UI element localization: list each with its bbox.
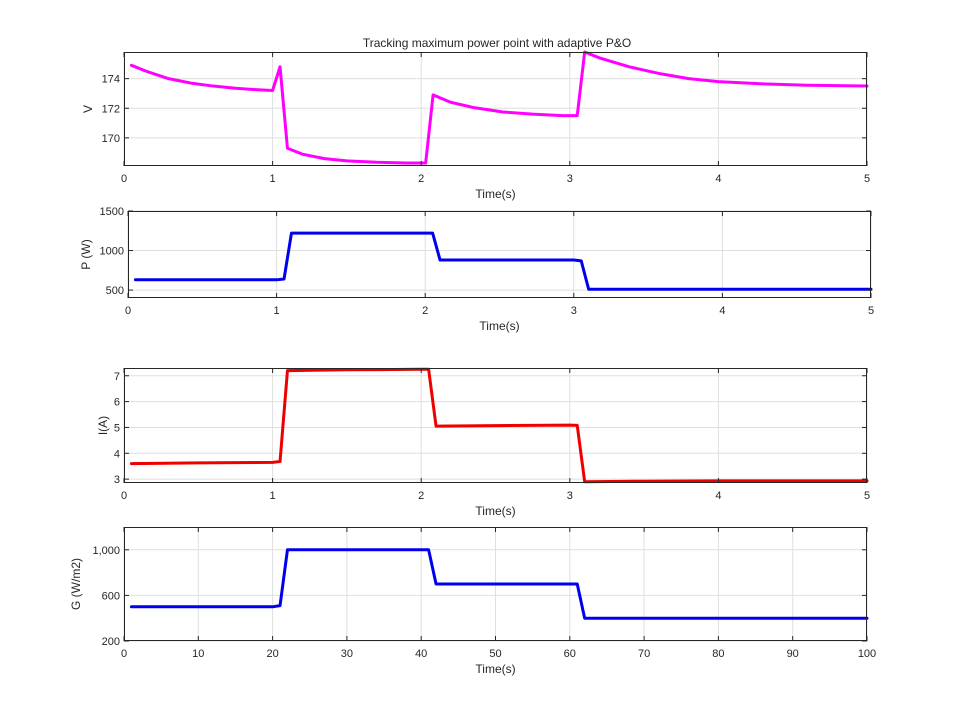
axes-box <box>128 211 871 298</box>
y-tick-label: 500 <box>106 285 124 297</box>
x-tick-label: 2 <box>422 305 428 317</box>
subplot-2: 0 1 2 3 4 5 500 1000 1500 Time(s) P (W) <box>79 206 874 333</box>
y-axis-label: P (W) <box>79 239 93 269</box>
subplot-1: 0 1 2 3 4 5 170 172 174 Time(s) V <box>81 50 870 201</box>
x-axis-label: Time(s) <box>475 504 515 518</box>
x-axis-label: Time(s) <box>475 662 515 676</box>
x-tick-label: 1 <box>270 490 276 502</box>
y-tick-label: 600 <box>102 590 120 602</box>
y-axis-label: G (W/m2) <box>69 558 83 610</box>
x-tick-label: 40 <box>415 648 427 660</box>
chart-title: Tracking maximum power point with adapti… <box>363 36 631 50</box>
x-tick-label: 1 <box>270 173 276 185</box>
x-tick-label: 4 <box>715 490 721 502</box>
y-tick-label: 3 <box>114 474 120 486</box>
series-line-1 <box>129 548 869 620</box>
x-tick-label: 20 <box>266 648 278 660</box>
x-tick-label: 4 <box>715 173 721 185</box>
y-tick-label: 170 <box>102 133 120 145</box>
x-tick-label: 3 <box>567 490 573 502</box>
x-tick-label: 100 <box>858 648 876 660</box>
x-tick-label: 90 <box>787 648 799 660</box>
x-tick-label: 0 <box>121 648 127 660</box>
plot-area <box>124 52 867 166</box>
y-tick-label: 200 <box>102 636 120 648</box>
x-tick-label: 2 <box>418 173 424 185</box>
y-tick-label: 6 <box>114 397 120 409</box>
x-tick-label: 0 <box>121 173 127 185</box>
plot-area <box>128 211 871 298</box>
series-line-1 <box>129 50 869 165</box>
x-tick-label: 1 <box>274 305 280 317</box>
y-tick-label: 5 <box>114 422 120 434</box>
x-tick-label: 30 <box>341 648 353 660</box>
y-tick-label: 1500 <box>100 206 124 218</box>
x-tick-label: 0 <box>121 490 127 502</box>
x-tick-label: 0 <box>125 305 131 317</box>
y-tick-label: 1000 <box>100 246 124 258</box>
y-tick-label: 1,000 <box>92 545 120 557</box>
axes-box <box>124 368 867 483</box>
x-tick-label: 5 <box>864 490 870 502</box>
x-tick-label: 4 <box>719 305 725 317</box>
x-tick-label: 3 <box>567 173 573 185</box>
x-axis-label: Time(s) <box>475 187 515 201</box>
x-tick-label: 2 <box>418 490 424 502</box>
y-tick-label: 172 <box>102 103 120 115</box>
series-line-1 <box>133 231 873 291</box>
x-tick-label: 70 <box>638 648 650 660</box>
y-tick-label: 4 <box>114 448 120 460</box>
x-tick-label: 3 <box>571 305 577 317</box>
x-tick-label: 5 <box>868 305 874 317</box>
x-tick-label: 80 <box>712 648 724 660</box>
x-tick-label: 10 <box>192 648 204 660</box>
x-tick-label: 5 <box>864 173 870 185</box>
x-tick-label: 60 <box>564 648 576 660</box>
y-tick-label: 7 <box>114 371 120 383</box>
y-axis-label: V <box>81 105 95 113</box>
axes-box <box>124 52 867 166</box>
x-axis-label: Time(s) <box>479 319 519 333</box>
subplot-3: 0 1 2 3 4 5 3 4 5 6 7 Time(s) I(A) <box>96 367 870 518</box>
series-line-1 <box>129 367 869 484</box>
y-axis-label: I(A) <box>96 416 110 435</box>
subplot-4: 0 10 20 30 40 50 60 70 80 90 100 200 600 1,000 Time(s)… <box>69 527 876 676</box>
x-tick-label: 50 <box>489 648 501 660</box>
y-tick-label: 174 <box>102 74 120 86</box>
